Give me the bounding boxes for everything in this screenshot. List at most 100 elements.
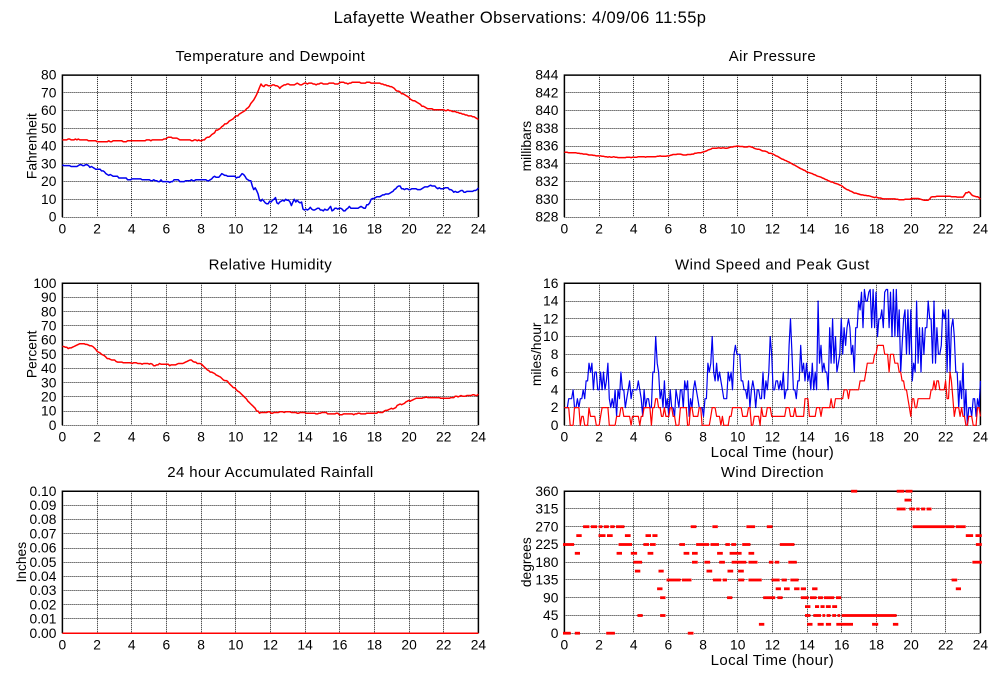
svg-text:80: 80 — [41, 304, 57, 319]
svg-text:10: 10 — [41, 404, 57, 419]
svg-text:2: 2 — [595, 638, 603, 653]
svg-text:14: 14 — [799, 638, 815, 653]
svg-text:8: 8 — [197, 222, 205, 237]
svg-text:12: 12 — [263, 430, 278, 445]
svg-text:10: 10 — [543, 329, 559, 344]
svg-text:2: 2 — [93, 430, 101, 445]
svg-text:315: 315 — [535, 502, 558, 517]
svg-text:360: 360 — [535, 484, 558, 499]
svg-text:2: 2 — [595, 222, 603, 237]
svg-text:6: 6 — [665, 638, 673, 653]
svg-text:50: 50 — [41, 347, 57, 362]
svg-text:12: 12 — [765, 638, 780, 653]
svg-text:14: 14 — [799, 430, 815, 445]
svg-text:Air Pressure: Air Pressure — [729, 48, 816, 65]
svg-text:832: 832 — [535, 174, 558, 189]
svg-text:24: 24 — [973, 430, 989, 445]
svg-text:Temperature and Dewpoint: Temperature and Dewpoint — [176, 48, 366, 65]
svg-text:Inches: Inches — [14, 542, 29, 583]
svg-text:20: 20 — [401, 222, 417, 237]
svg-text:Wind Direction: Wind Direction — [721, 464, 824, 481]
svg-text:14: 14 — [799, 222, 815, 237]
svg-text:90: 90 — [41, 290, 57, 305]
svg-text:0: 0 — [561, 638, 569, 653]
svg-text:14: 14 — [543, 294, 559, 309]
svg-text:18: 18 — [869, 638, 885, 653]
svg-text:14: 14 — [297, 430, 313, 445]
svg-text:12: 12 — [263, 222, 278, 237]
svg-text:24: 24 — [973, 222, 989, 237]
svg-text:10: 10 — [228, 638, 244, 653]
svg-text:70: 70 — [41, 85, 57, 100]
svg-text:838: 838 — [535, 121, 558, 136]
svg-text:6: 6 — [665, 430, 673, 445]
svg-text:180: 180 — [535, 555, 558, 570]
svg-text:6: 6 — [163, 222, 171, 237]
svg-text:10: 10 — [228, 430, 244, 445]
svg-text:16: 16 — [332, 222, 348, 237]
svg-text:0.09: 0.09 — [30, 498, 57, 513]
svg-text:20: 20 — [401, 430, 417, 445]
svg-text:0: 0 — [49, 210, 57, 225]
svg-text:24: 24 — [471, 638, 487, 653]
svg-text:100: 100 — [33, 276, 56, 291]
svg-text:0.07: 0.07 — [30, 526, 57, 541]
svg-text:22: 22 — [938, 222, 953, 237]
svg-text:20: 20 — [401, 638, 417, 653]
svg-text:4: 4 — [128, 430, 136, 445]
svg-text:0.01: 0.01 — [30, 612, 57, 627]
svg-text:millibars: millibars — [519, 121, 534, 172]
svg-text:12: 12 — [765, 222, 780, 237]
svg-text:0.05: 0.05 — [30, 555, 57, 570]
svg-text:2: 2 — [595, 430, 603, 445]
svg-text:6: 6 — [665, 222, 673, 237]
svg-text:Local Time (hour): Local Time (hour) — [711, 444, 835, 461]
svg-text:6: 6 — [551, 365, 559, 380]
svg-text:Wind Speed and Peak Gust: Wind Speed and Peak Gust — [675, 256, 870, 273]
svg-text:24 hour Accumulated Rainfall: 24 hour Accumulated Rainfall — [167, 464, 373, 481]
svg-text:0.04: 0.04 — [30, 569, 57, 584]
svg-text:22: 22 — [938, 638, 953, 653]
svg-text:830: 830 — [535, 192, 558, 207]
svg-text:4: 4 — [630, 638, 638, 653]
svg-text:20: 20 — [903, 222, 919, 237]
svg-text:0.10: 0.10 — [30, 484, 57, 499]
svg-text:4: 4 — [630, 430, 638, 445]
svg-text:2: 2 — [93, 222, 101, 237]
svg-text:4: 4 — [128, 638, 136, 653]
svg-text:16: 16 — [332, 638, 348, 653]
svg-text:80: 80 — [41, 68, 57, 83]
svg-text:8: 8 — [699, 222, 707, 237]
svg-text:24: 24 — [471, 222, 487, 237]
svg-text:20: 20 — [41, 174, 57, 189]
svg-text:4: 4 — [128, 222, 136, 237]
svg-text:22: 22 — [436, 638, 451, 653]
svg-text:842: 842 — [535, 85, 558, 100]
svg-text:16: 16 — [834, 430, 850, 445]
svg-text:8: 8 — [699, 430, 707, 445]
svg-text:22: 22 — [938, 430, 953, 445]
svg-text:844: 844 — [535, 68, 558, 83]
svg-text:12: 12 — [765, 430, 780, 445]
svg-text:6: 6 — [163, 430, 171, 445]
svg-text:8: 8 — [699, 638, 707, 653]
svg-text:225: 225 — [535, 537, 558, 552]
svg-text:12: 12 — [263, 638, 278, 653]
svg-text:834: 834 — [535, 156, 558, 171]
svg-text:18: 18 — [869, 430, 885, 445]
svg-text:18: 18 — [367, 222, 383, 237]
svg-text:4: 4 — [551, 382, 559, 397]
svg-text:14: 14 — [297, 638, 313, 653]
svg-text:0: 0 — [59, 430, 67, 445]
svg-text:16: 16 — [332, 430, 348, 445]
svg-text:2: 2 — [551, 400, 559, 415]
svg-text:0: 0 — [59, 222, 67, 237]
svg-text:10: 10 — [41, 192, 57, 207]
svg-text:4: 4 — [630, 222, 638, 237]
svg-text:12: 12 — [543, 311, 558, 326]
svg-text:0.00: 0.00 — [30, 626, 57, 641]
svg-text:45: 45 — [543, 608, 559, 623]
svg-text:Relative Humidity: Relative Humidity — [209, 256, 333, 273]
svg-text:135: 135 — [535, 573, 558, 588]
svg-text:10: 10 — [730, 222, 746, 237]
